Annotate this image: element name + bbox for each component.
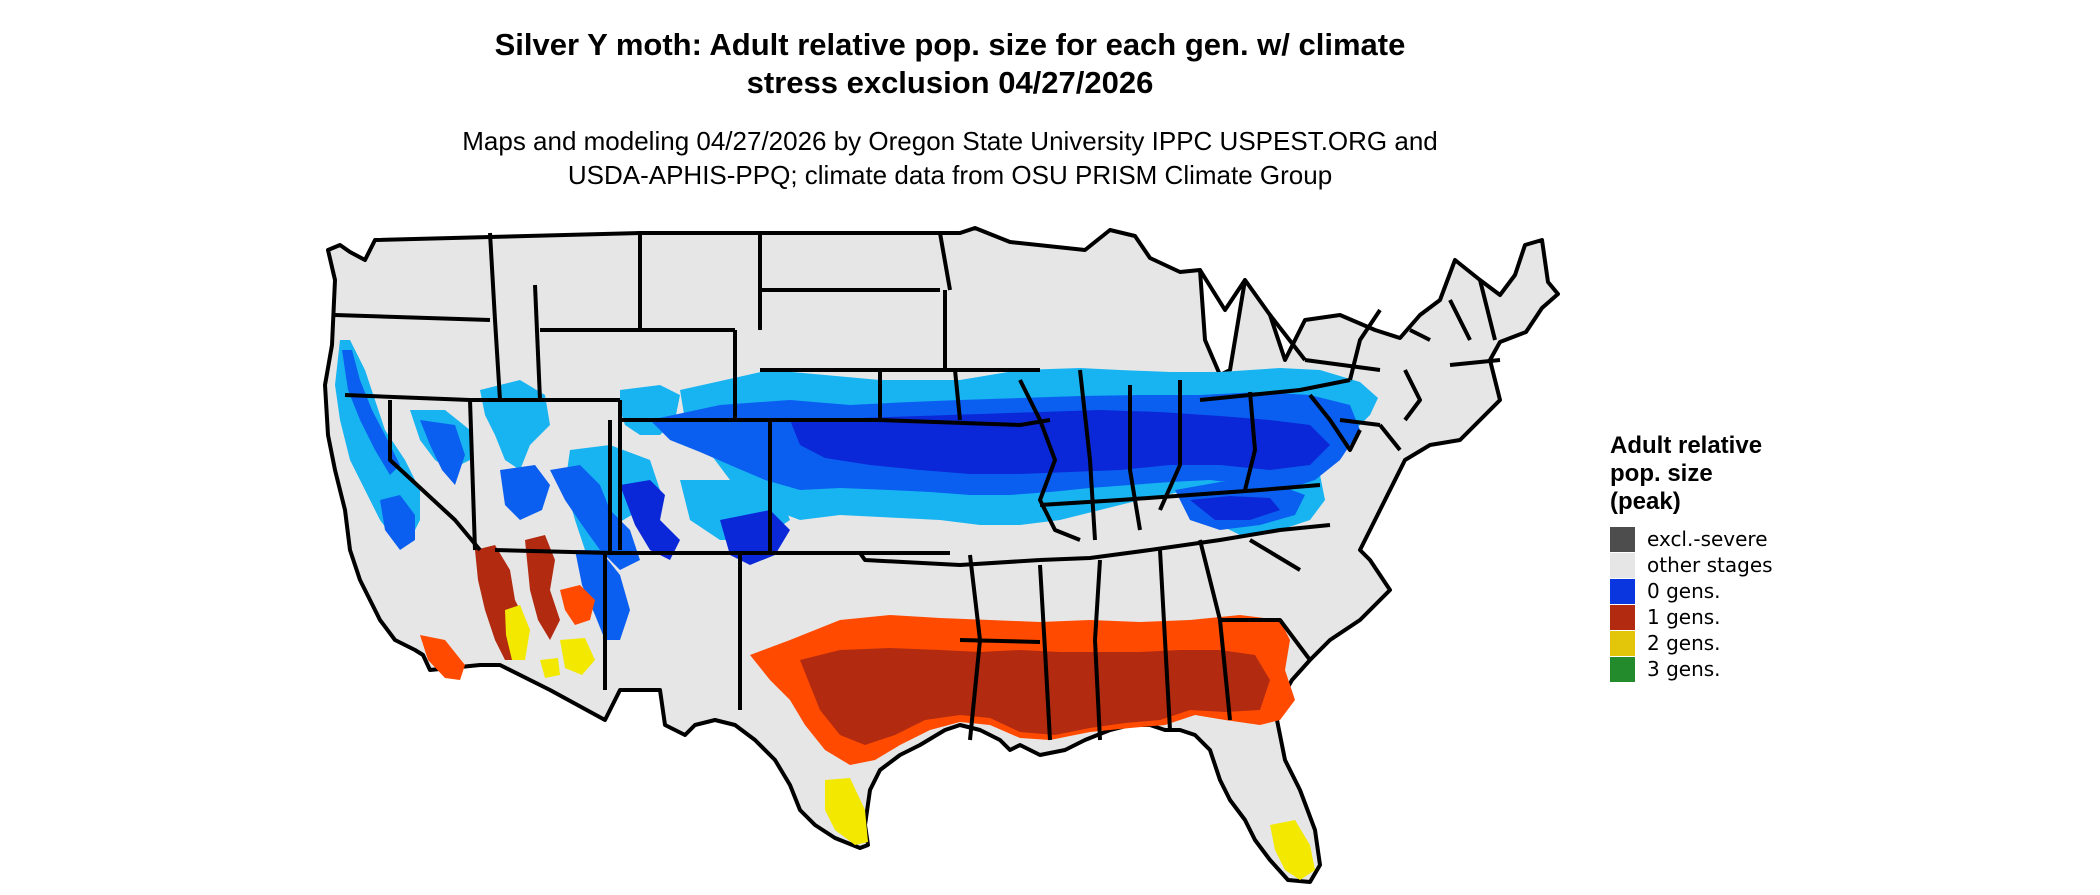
legend-label: other stages <box>1647 553 1773 577</box>
legend-item-3-gens: 3 gens. <box>1610 656 1870 682</box>
us-map <box>323 226 1560 884</box>
legend-label: excl.-severe <box>1647 527 1768 551</box>
legend-label: 2 gens. <box>1647 631 1721 655</box>
map-subtitle-line-2: USDA-APHIS-PPQ; climate data from OSU PR… <box>567 160 1333 190</box>
map-subtitle: Maps and modeling 04/27/2026 by Oregon S… <box>0 124 1900 192</box>
legend-item-1-gens: 1 gens. <box>1610 604 1870 630</box>
map-subtitle-line-1: Maps and modeling 04/27/2026 by Oregon S… <box>462 126 1438 156</box>
legend-item-2-gens: 2 gens. <box>1610 630 1870 656</box>
legend-swatch <box>1610 526 1635 552</box>
two-gens-zone <box>505 605 1315 880</box>
one-gen-zone <box>420 535 1295 765</box>
legend-label: 1 gens. <box>1647 605 1721 629</box>
legend-title: Adult relative pop. size (peak) <box>1610 432 1870 516</box>
legend-label: 0 gens. <box>1647 579 1721 603</box>
map-title-line-1: Silver Y moth: Adult relative pop. size … <box>494 27 1406 62</box>
legend-item-other-stages: other stages <box>1610 552 1870 578</box>
legend-swatch <box>1610 578 1635 604</box>
legend-swatch <box>1610 552 1635 578</box>
legend-swatch <box>1610 656 1635 682</box>
legend-title-line-3: (peak) <box>1610 488 1681 515</box>
legend-item-0-gens: 0 gens. <box>1610 578 1870 604</box>
legend-title-line-2: pop. size <box>1610 460 1713 487</box>
map-title: Silver Y moth: Adult relative pop. size … <box>0 26 1900 102</box>
legend-item-excl-severe: excl.-severe <box>1610 526 1870 552</box>
map-title-line-2: stress exclusion 04/27/2026 <box>746 65 1154 100</box>
state-borders <box>334 232 1501 741</box>
legend-swatch <box>1610 630 1635 656</box>
legend-swatch <box>1610 604 1635 630</box>
map-legend: Adult relative pop. size (peak) excl.-se… <box>1610 432 1870 682</box>
legend-label: 3 gens. <box>1647 657 1721 681</box>
legend-title-line-1: Adult relative <box>1610 432 1763 459</box>
